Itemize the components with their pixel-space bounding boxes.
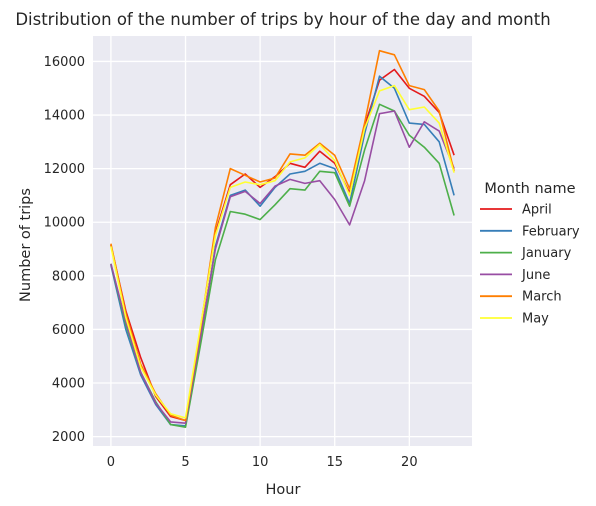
x-axis-label: Hour [266,482,301,498]
y-axis-label: Number of trips [18,188,34,302]
series-line-june [110,110,455,425]
y-tick-label: 14000 [44,109,85,124]
legend-title: Month name [484,181,575,197]
y-tick-label: 10000 [44,216,85,231]
x-tick-label: 10 [252,455,269,470]
x-axis-ticks: 0 5 10 15 20 [107,455,418,470]
y-tick-label: 8000 [52,269,85,284]
legend-label-february: February [522,224,580,239]
x-tick-label: 5 [181,455,189,470]
chart-title: Distribution of the number of trips by h… [15,10,550,29]
y-tick-label: 4000 [52,377,85,392]
legend: Month name April February January June March… [480,181,580,327]
y-tick-label: 2000 [52,430,85,445]
legend-label-march: March [522,290,562,305]
series-lines [110,49,455,429]
x-tick-label: 20 [401,455,418,470]
y-tick-label: 12000 [44,162,85,177]
series-line-may [110,84,455,419]
gridlines [93,36,472,446]
legend-label-april: April [522,203,552,218]
legend-label-january: January [521,246,572,261]
series-line-april [110,68,455,422]
y-tick-label: 16000 [44,55,85,70]
y-tick-label: 6000 [52,323,85,338]
legend-label-may: May [522,312,549,327]
x-tick-label: 15 [326,455,343,470]
x-tick-label: 0 [107,455,115,470]
legend-label-june: June [521,268,550,283]
y-axis-ticks: 2000 4000 6000 8000 10000 12000 14000 16000 [44,55,85,445]
